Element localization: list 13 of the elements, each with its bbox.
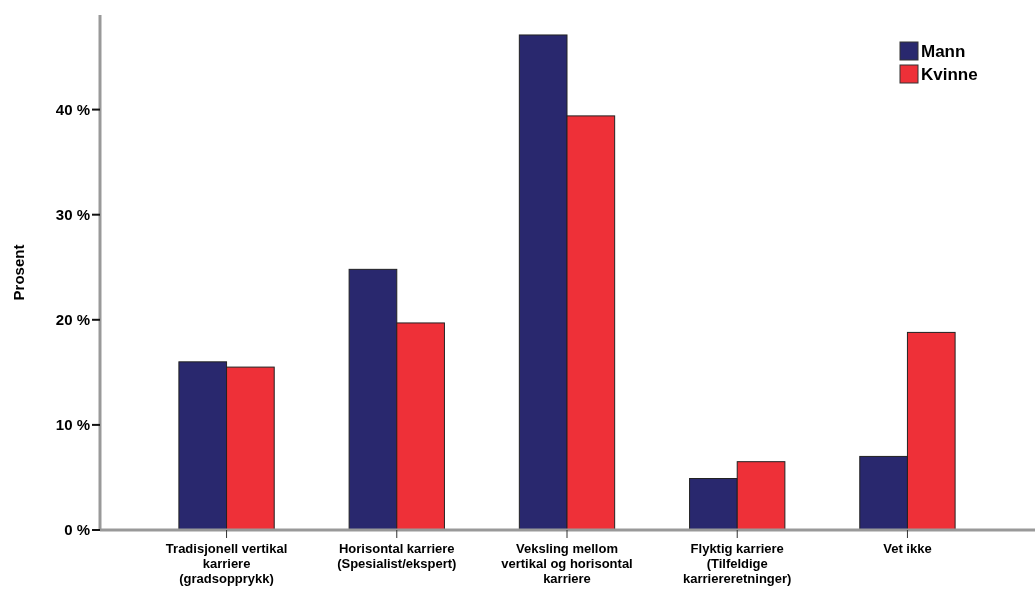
- y-tick-label: 10 %: [55, 416, 90, 434]
- x-tick-label: Vet ikke: [883, 541, 932, 556]
- x-tick-label: Flyktig karriere (Tilfeldige karriereretninger): [683, 541, 792, 586]
- legend-label: Mann: [921, 41, 966, 61]
- y-tick-label: 30 %: [55, 205, 90, 223]
- y-tick-label: 20 %: [55, 311, 90, 329]
- x-tick-label: Horisontal karriere (Spesialist/ekspert): [337, 541, 457, 571]
- legend-label: Kvinne: [921, 64, 978, 84]
- x-tick-label: Tradisjonell vertikal karriere (gradsopprykk): [165, 541, 288, 586]
- y-tick-label: 40 %: [55, 100, 90, 118]
- y-tick-label: 0 %: [64, 521, 90, 539]
- x-tick-label: Veksling mellom vertikal og horisontal karriere: [501, 541, 633, 586]
- y-axis-title: Prosent: [10, 244, 27, 301]
